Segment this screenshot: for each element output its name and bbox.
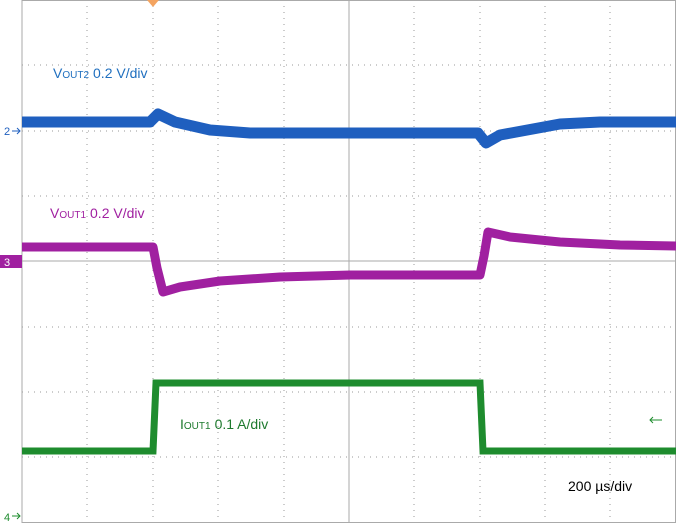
symbol: I: [180, 416, 184, 432]
scale: 0.1 A/div: [215, 416, 269, 432]
scale: 0.2 V/div: [90, 205, 144, 221]
symbol: V: [50, 205, 60, 221]
iout1-label: IOUT1 0.1 A/div: [180, 416, 268, 432]
vout1-label: VOUT1 0.2 V/div: [50, 205, 145, 221]
trigger-marker: [147, 0, 159, 7]
subscript: OUT1: [59, 210, 86, 221]
marker-arrow: [12, 127, 21, 135]
offset-arrow: [649, 416, 662, 424]
scale: 0.2 V/div: [93, 65, 147, 81]
vout1-trace: [22, 227, 676, 297]
vout2-label: VOUT2 0.2 V/div: [53, 65, 148, 81]
subscript: OUT2: [62, 70, 89, 81]
subscript: OUT1: [184, 421, 211, 432]
vout2-trace: [22, 108, 676, 149]
channel-marker: 2: [4, 126, 10, 138]
iout1-trace: [22, 379, 676, 455]
symbol: V: [53, 65, 63, 81]
marker-box: [0, 255, 22, 268]
channel-marker: 4: [4, 512, 10, 523]
timebase: 200 µs/div: [568, 478, 632, 494]
channel-marker: 3: [4, 257, 10, 269]
marker-arrow: [12, 512, 21, 520]
